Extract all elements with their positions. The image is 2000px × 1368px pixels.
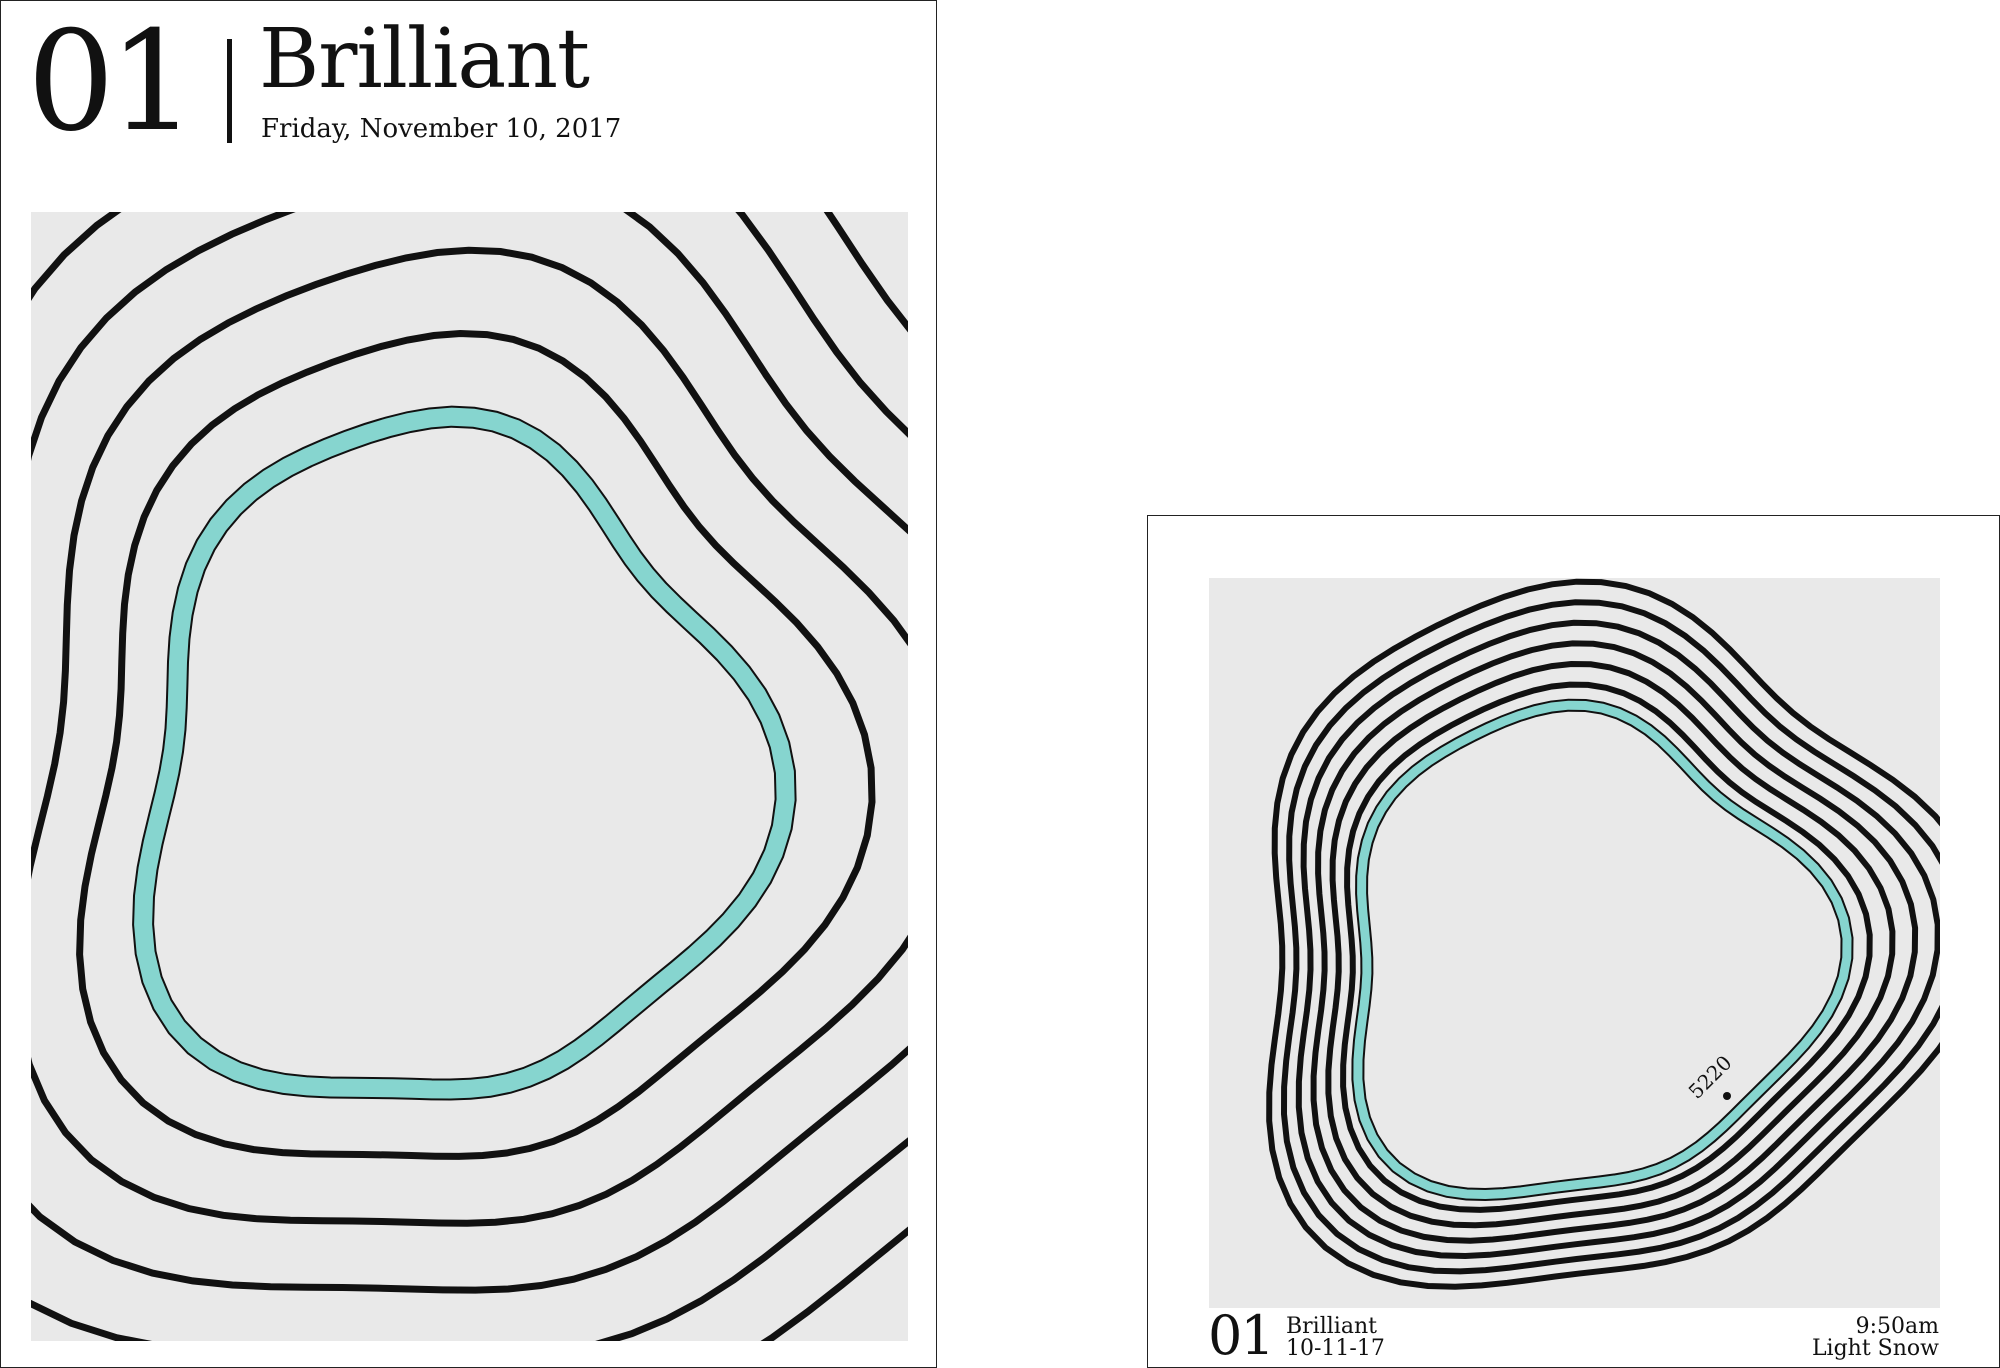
highlight-contour-fill	[1353, 700, 1852, 1200]
poster-time-small: 9:50am	[1855, 1314, 1939, 1339]
elevation-marker	[1723, 1092, 1731, 1100]
highlight-contour-fill	[134, 407, 795, 1099]
contour-art-large	[31, 212, 908, 1341]
contour-ring-2	[1325, 660, 1896, 1229]
contour-ring-5	[760, 212, 908, 1341]
poster-large: 01 Brilliant Friday, November 10, 2017	[0, 0, 937, 1368]
title-divider	[227, 39, 232, 143]
poster-small: 5220 01 Brilliant 10-11-17 9:50am Light …	[1147, 515, 2000, 1368]
contour-ring-6	[1266, 578, 1940, 1290]
contour-art-small: 5220	[1209, 578, 1940, 1308]
contour-ring-4	[1295, 619, 1940, 1260]
contour-ring-3	[1310, 640, 1919, 1244]
contour-ring-4	[31, 212, 908, 1341]
contour-ring-3	[31, 212, 908, 1294]
poster-number: 01	[27, 1, 197, 162]
contour-ring-5	[1280, 599, 1940, 1275]
contour-map-small: 5220	[1266, 578, 1940, 1290]
poster-name-small: Brilliant	[1286, 1314, 1377, 1339]
poster-weather-small: Light Snow	[1811, 1336, 1939, 1361]
poster-number-small: 01	[1208, 1304, 1275, 1367]
contour-map-large	[31, 212, 908, 1341]
poster-date: Friday, November 10, 2017	[261, 114, 622, 144]
contour-ring-1	[1340, 681, 1873, 1213]
contour-ring-2	[31, 246, 908, 1227]
poster-title: Brilliant	[259, 12, 590, 107]
poster-date-small: 10-11-17	[1286, 1336, 1385, 1361]
contour-ring-1	[76, 329, 876, 1160]
